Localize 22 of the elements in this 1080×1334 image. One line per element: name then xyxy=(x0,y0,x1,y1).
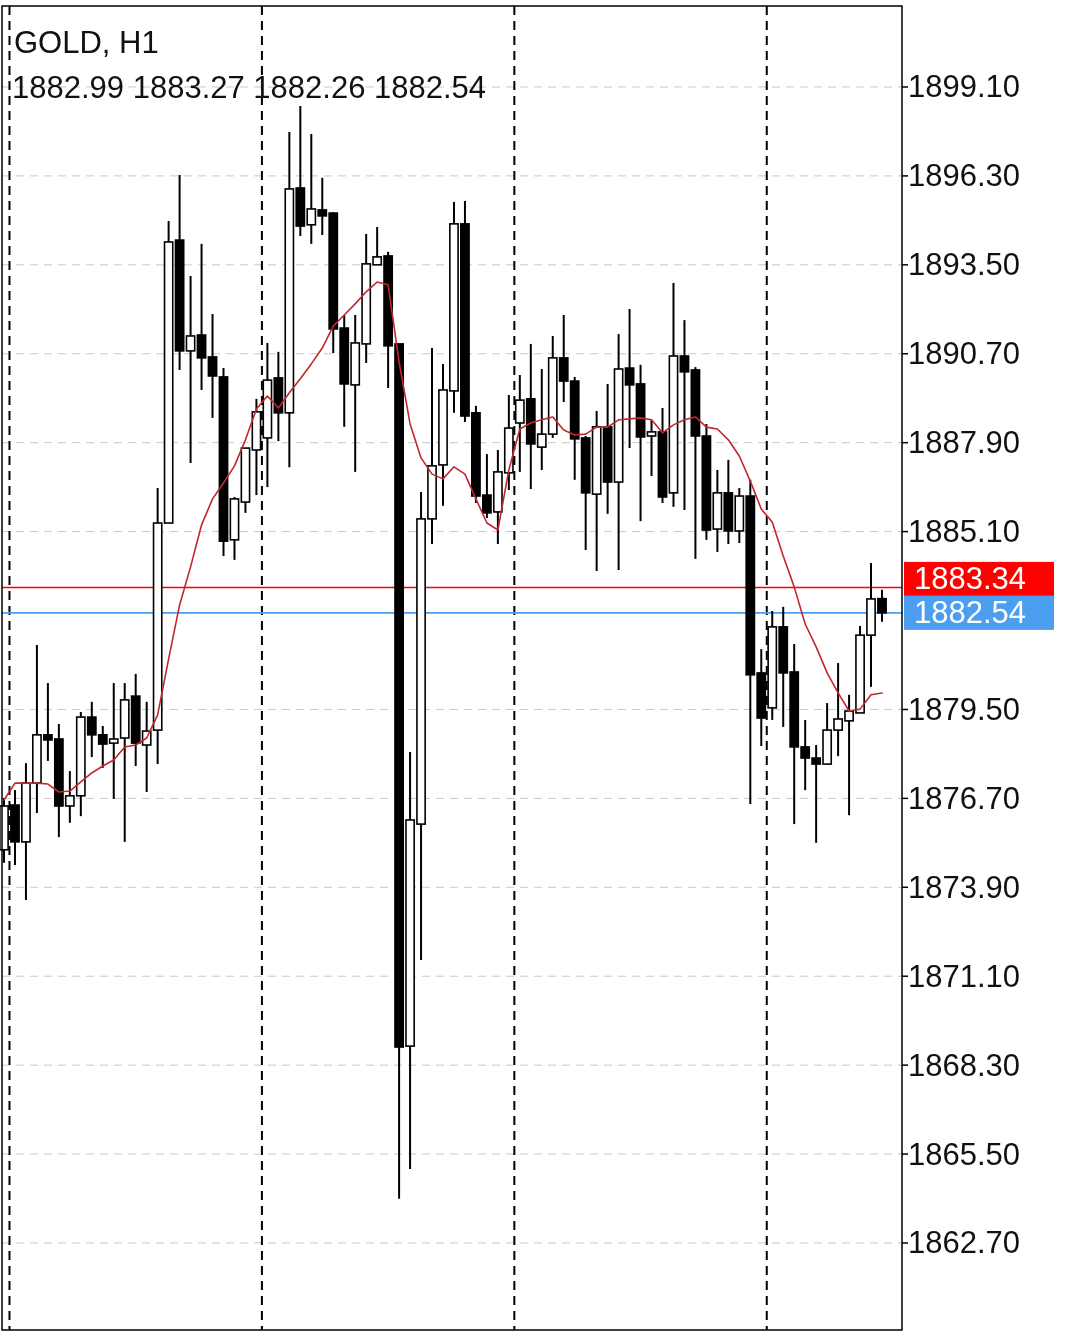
candlestick xyxy=(679,319,690,511)
y-tick-label: 1879.50 xyxy=(908,691,1021,727)
y-tick-label: 1871.10 xyxy=(908,958,1021,994)
y-tick-label: 1885.10 xyxy=(908,514,1021,550)
y-tick-label: 1865.50 xyxy=(908,1136,1021,1172)
candlestick xyxy=(196,242,207,391)
y-tick-label: 1899.10 xyxy=(908,69,1021,105)
y-tick-label: 1896.30 xyxy=(908,158,1021,194)
text: 1882.99 1883.27 1882.26 1882.54 xyxy=(12,69,487,105)
y-tick-label: 1890.70 xyxy=(908,336,1021,372)
line-series xyxy=(3,281,883,801)
candlestick xyxy=(646,419,657,478)
y-tick-label: 1887.90 xyxy=(908,425,1021,461)
y-tick-label: 1868.30 xyxy=(908,1047,1021,1083)
ref-line-label: 1883.34 xyxy=(914,561,1027,597)
y-tick-label: 1862.70 xyxy=(908,1225,1021,1261)
y-tick-label: 1873.90 xyxy=(908,869,1021,905)
text: GOLD, H1 xyxy=(14,24,159,60)
candlestick xyxy=(207,313,218,419)
ref-line-label: 1882.54 xyxy=(914,595,1027,631)
y-tick-label: 1876.70 xyxy=(908,780,1021,816)
y-tick-label: 1893.50 xyxy=(908,247,1021,283)
